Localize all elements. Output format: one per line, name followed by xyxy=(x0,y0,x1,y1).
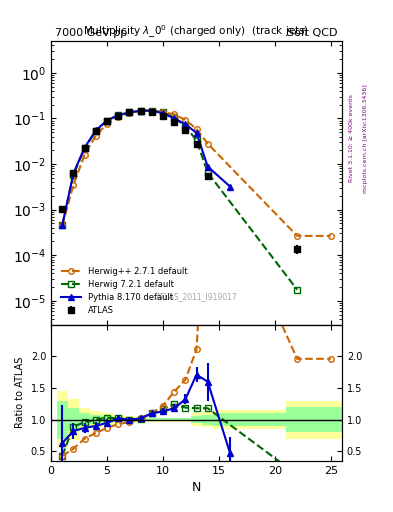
Pythia 8.170 default xyxy=(149,108,154,114)
Herwig++ 2.7.1 default xyxy=(329,233,333,239)
Herwig++ 2.7.1 default xyxy=(71,182,76,188)
Pythia 8.170 default xyxy=(228,183,232,189)
Herwig++ 2.7.1 default xyxy=(183,117,188,123)
Text: 7000 GeV pp: 7000 GeV pp xyxy=(55,28,127,38)
Herwig++ 2.7.1 default xyxy=(149,108,154,114)
Herwig 7.2.1 default xyxy=(82,145,87,152)
Herwig 7.2.1 default xyxy=(149,108,154,114)
Herwig++ 2.7.1 default xyxy=(138,108,143,114)
Pythia 8.170 default xyxy=(71,170,76,176)
Pythia 8.170 default xyxy=(161,110,165,116)
Line: Herwig 7.2.1 default: Herwig 7.2.1 default xyxy=(59,108,300,292)
Pythia 8.170 default xyxy=(116,112,121,118)
Herwig 7.2.1 default xyxy=(161,110,165,116)
Herwig++ 2.7.1 default xyxy=(205,141,210,147)
Herwig 7.2.1 default xyxy=(71,172,76,178)
Line: Pythia 8.170 default: Pythia 8.170 default xyxy=(59,108,233,228)
Herwig++ 2.7.1 default xyxy=(105,121,109,127)
Herwig 7.2.1 default xyxy=(60,222,64,228)
Pythia 8.170 default xyxy=(205,163,210,169)
Herwig 7.2.1 default xyxy=(127,110,132,116)
Text: Rivet 3.1.10; ≥ 400k events: Rivet 3.1.10; ≥ 400k events xyxy=(349,94,354,182)
Y-axis label: Ratio to ATLAS: Ratio to ATLAS xyxy=(15,357,25,429)
Herwig 7.2.1 default xyxy=(172,114,176,120)
Pythia 8.170 default xyxy=(183,121,188,127)
Herwig 7.2.1 default xyxy=(183,123,188,129)
Text: mcplots.cern.ch [arXiv:1306.3436]: mcplots.cern.ch [arXiv:1306.3436] xyxy=(363,84,368,193)
Pythia 8.170 default xyxy=(194,130,199,136)
Herwig 7.2.1 default xyxy=(116,112,121,118)
Title: Multiplicity $\lambda\_0^0$ (charged only)  (track jets): Multiplicity $\lambda\_0^0$ (charged onl… xyxy=(83,24,310,40)
Pythia 8.170 default xyxy=(138,108,143,114)
Legend: Herwig++ 2.7.1 default, Herwig 7.2.1 default, Pythia 8.170 default, ATLAS: Herwig++ 2.7.1 default, Herwig 7.2.1 def… xyxy=(58,264,190,317)
Line: Herwig++ 2.7.1 default: Herwig++ 2.7.1 default xyxy=(59,108,334,239)
Herwig++ 2.7.1 default xyxy=(116,114,121,120)
Herwig++ 2.7.1 default xyxy=(94,133,98,139)
Herwig 7.2.1 default xyxy=(105,117,109,123)
Herwig 7.2.1 default xyxy=(194,137,199,143)
Text: ATLAS_2011_I919017: ATLAS_2011_I919017 xyxy=(156,292,237,301)
X-axis label: N: N xyxy=(192,481,201,494)
Herwig++ 2.7.1 default xyxy=(194,126,199,132)
Herwig 7.2.1 default xyxy=(295,287,299,293)
Herwig++ 2.7.1 default xyxy=(295,233,299,239)
Text: Soft QCD: Soft QCD xyxy=(288,28,338,38)
Pythia 8.170 default xyxy=(105,117,109,123)
Pythia 8.170 default xyxy=(82,144,87,151)
Pythia 8.170 default xyxy=(172,115,176,121)
Herwig++ 2.7.1 default xyxy=(82,152,87,158)
Herwig++ 2.7.1 default xyxy=(60,222,64,228)
Herwig 7.2.1 default xyxy=(138,108,143,114)
Pythia 8.170 default xyxy=(60,222,64,228)
Herwig++ 2.7.1 default xyxy=(161,109,165,115)
Herwig 7.2.1 default xyxy=(94,128,98,134)
Herwig++ 2.7.1 default xyxy=(127,110,132,116)
Pythia 8.170 default xyxy=(127,110,132,116)
Pythia 8.170 default xyxy=(94,127,98,133)
Herwig++ 2.7.1 default xyxy=(172,112,176,118)
Herwig 7.2.1 default xyxy=(205,169,210,176)
